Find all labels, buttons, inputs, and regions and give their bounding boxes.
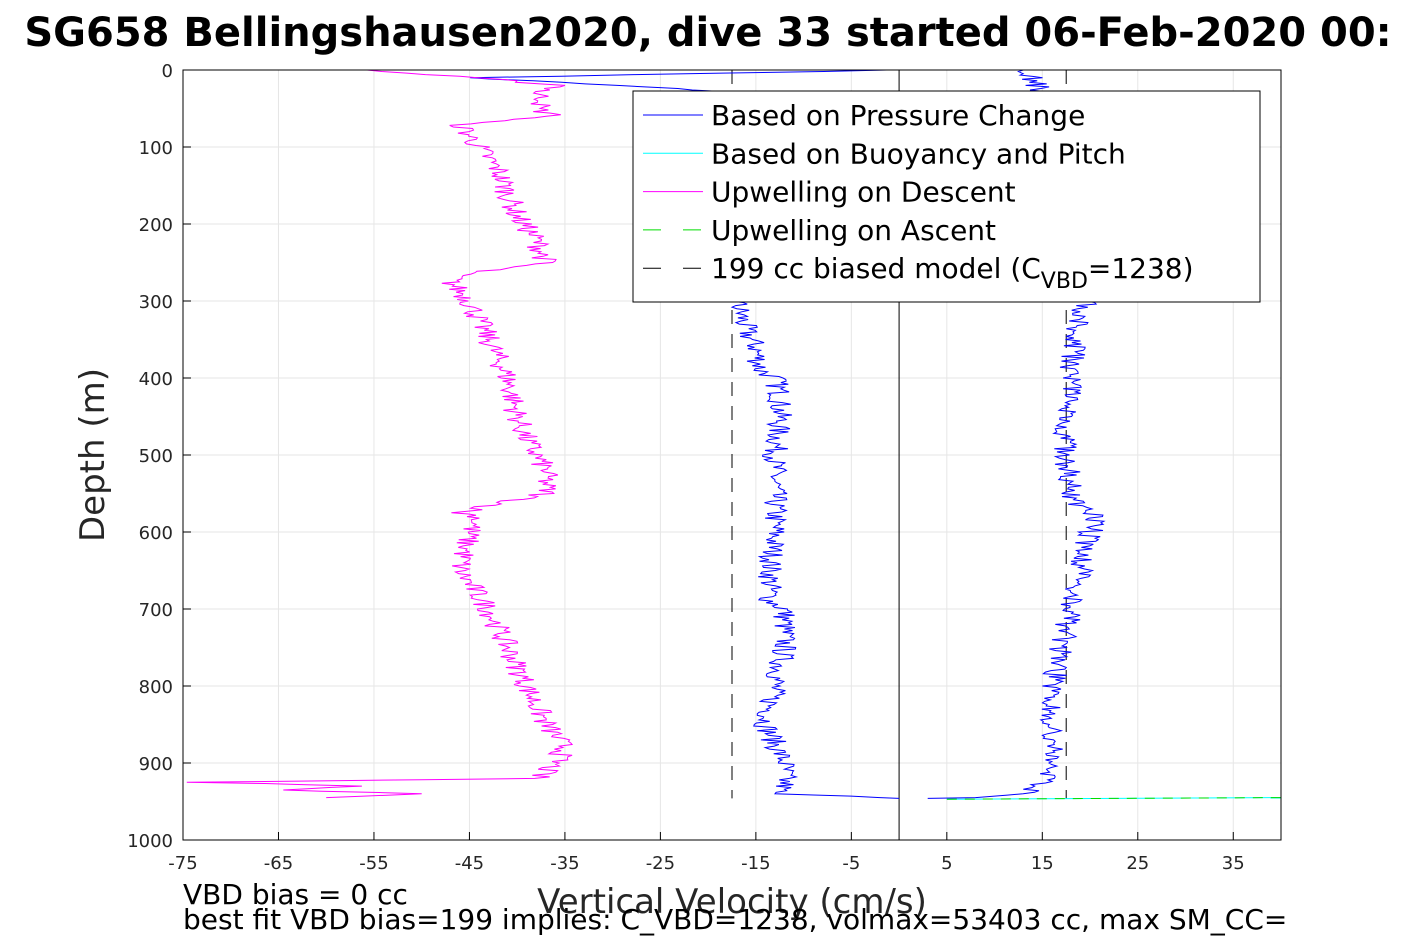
x-tick-label: -45 xyxy=(455,853,484,874)
legend-label: Upwelling on Descent xyxy=(711,176,1016,209)
x-tick-label: 25 xyxy=(1126,853,1149,874)
x-tick-label: -15 xyxy=(741,853,770,874)
chart-title: SG658 Bellingshausen2020, dive 33 starte… xyxy=(24,10,1391,56)
legend-box xyxy=(632,90,1261,303)
x-tick-label: -5 xyxy=(842,853,860,874)
x-tick-label: -25 xyxy=(646,853,675,874)
x-tick-label: -55 xyxy=(359,853,388,874)
y-tick-label: 1000 xyxy=(127,831,173,852)
y-tick-label: 600 xyxy=(139,523,173,544)
series-line-2-0 xyxy=(186,69,574,799)
x-axis-label: Vertical Velocity (cm/s) xyxy=(537,882,927,922)
y-axis-ticks: 0 100 200 300 400 500 600 700 800 900 1000 xyxy=(127,61,191,852)
legend-label: Upwelling on Ascent xyxy=(711,214,996,247)
legend-label: Based on Buoyancy and Pitch xyxy=(711,137,1126,170)
x-tick-label: -65 xyxy=(264,853,293,874)
y-tick-label: 900 xyxy=(139,754,173,775)
x-tick-label: 35 xyxy=(1222,853,1245,874)
x-axis-ticks: -75 -65 -55 -45 -35 -25 -15 -5 5 15 25 35 xyxy=(168,832,1245,874)
x-tick-label: -35 xyxy=(550,853,579,874)
y-tick-label: 300 xyxy=(139,292,173,313)
x-tick-label: 15 xyxy=(1031,853,1054,874)
y-tick-label: 500 xyxy=(139,446,173,467)
y-tick-label: 200 xyxy=(139,215,173,236)
y-tick-label: 700 xyxy=(139,600,173,621)
y-tick-label: 0 xyxy=(162,61,173,82)
y-tick-label: 800 xyxy=(139,677,173,698)
annotation-vbd-bias: VBD bias = 0 cc xyxy=(183,878,408,911)
legend-label: Based on Pressure Change xyxy=(711,99,1085,132)
y-axis-label: Depth (m) xyxy=(73,368,113,542)
annotation-best-fit: best fit VBD bias=199 implies: C_VBD=123… xyxy=(183,903,1287,936)
series-line-3-0 xyxy=(946,797,1282,800)
x-tick-label: -75 xyxy=(168,853,197,874)
legend: Based on Pressure Change Based on Buoyanc… xyxy=(632,90,1261,303)
legend-label: 199 cc biased model (CVBD=1238) xyxy=(711,252,1194,294)
y-tick-label: 100 xyxy=(139,138,173,159)
x-tick-label: 5 xyxy=(941,853,952,874)
y-tick-label: 400 xyxy=(139,369,173,390)
